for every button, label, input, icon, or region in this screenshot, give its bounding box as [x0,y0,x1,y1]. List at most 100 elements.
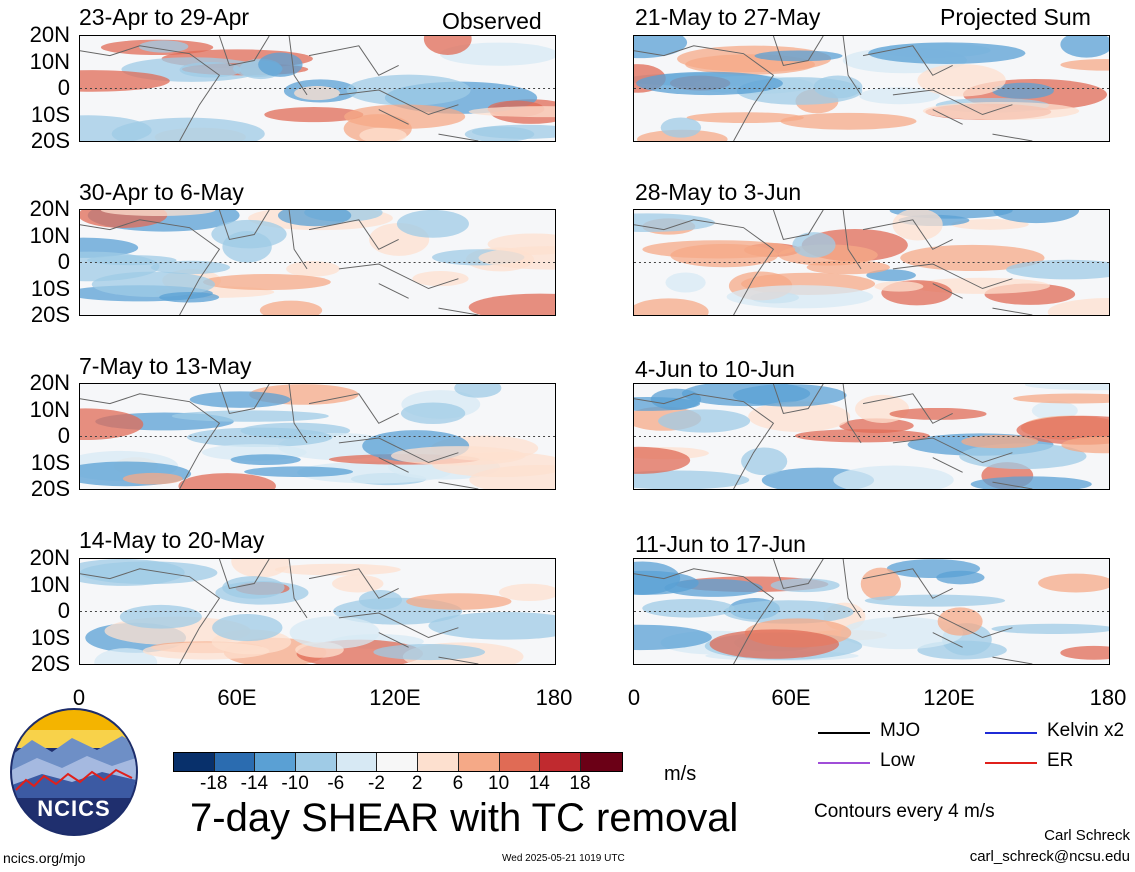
shear-anomaly-region [119,604,202,629]
shear-anomaly-region [186,427,333,447]
y-tick-label: 20S [30,651,70,676]
legend-label: MJO [880,720,921,741]
colorbar-tick-label: 14 [528,773,550,794]
panel-title: 14-May to 20-May [79,527,265,553]
shear-anomaly-region [1047,298,1109,315]
colorbar-swatch [377,753,419,771]
shear-anomaly-region [748,401,851,432]
shear-anomaly-region [359,127,407,141]
x-tick-label: 180 [535,685,573,710]
y-tick-label: 10N [29,222,70,248]
legend-label: Kelvin x2 [1047,720,1125,741]
shear-anomaly-region [1006,259,1109,280]
shear-anomaly-region [80,70,170,92]
panel-left-2 [79,209,556,316]
shear-anomaly-region [1038,573,1109,593]
y-tick-label: 20S [30,476,70,501]
shear-anomaly-region [636,71,783,96]
shear-anomaly-region [87,255,177,266]
panel-right-3 [633,383,1110,490]
colorbar-tick-label: -2 [368,773,385,794]
shear-anomaly-region [770,578,840,593]
y-tick-label: 10S [30,275,70,301]
shear-anomaly-region [992,82,1054,99]
panel-label-projected: Projected Sum [940,4,1091,30]
shear-anomaly-region [277,210,352,227]
panel-right-2 [633,209,1110,316]
coastline [634,36,1033,141]
y-tick-label: 20S [30,128,70,153]
panel-left-3 [79,383,556,490]
panel-left-1 [79,35,556,142]
shear-anomaly-region [423,36,472,55]
colorbar-tick-label: 2 [411,773,423,794]
shear-anomaly-region [412,271,469,287]
shear-anomaly-region [211,219,287,249]
shear-anomaly-region [171,410,329,422]
shear-anomaly-region [142,642,270,660]
colorbar-swatch [214,753,256,771]
colorbar-swatch [296,753,337,771]
shear-anomaly-region [478,246,555,270]
shear-anomaly-region [840,616,964,650]
shear-anomaly-region [454,384,502,398]
shear-anomaly-region [642,598,735,618]
shear-anomaly-region [959,443,1087,470]
shear-anomaly-region [400,402,466,425]
y-tick-label: 10N [29,396,70,422]
shear-anomaly-region [991,623,1109,634]
shear-anomaly-region [741,447,788,476]
shear-anomaly-region [855,394,910,423]
site-link[interactable]: ncics.org/mjo [3,850,86,866]
coastline [634,384,1033,489]
shear-anomaly-region [344,104,466,129]
colorbar-swatch [540,753,581,771]
shear-anomaly-region [111,117,265,141]
panel-title: 30-Apr to 6-May [79,179,244,205]
y-tick-label: 10S [30,449,70,475]
legend-label: Low [880,750,915,771]
legend-line [818,732,870,734]
shear-anomaly-region [709,629,840,659]
panel-title: 23-Apr to 29-Apr [79,4,250,30]
shear-anomaly-region [868,42,1026,64]
colorbar-tick-label: 6 [452,773,464,794]
shear-anomaly-region [1060,645,1109,660]
x-tick-label: 0 [627,685,641,710]
legend-line [985,762,1037,764]
shear-anomaly-region [274,563,401,576]
shear-anomaly-region [864,594,1006,607]
timestamp: Wed 2025-05-21 1019 UTC [502,853,625,864]
shear-anomaly-region [866,269,916,282]
shear-anomaly-region [390,446,526,466]
colorbar-tick-label: -6 [327,773,345,794]
shear-anomaly-region [634,446,691,474]
colorbar-swatch [499,753,541,771]
y-tick-label: 10N [29,48,70,74]
ncics-logo: NCICS [10,708,138,836]
shear-anomaly-region [150,260,231,275]
shear-anomaly-region [231,559,290,578]
shear-anomaly-region [464,126,535,141]
colorbar-swatch [418,753,459,771]
shear-anomaly-region [723,600,854,624]
email: carl_schreck@ncsu.edu [969,848,1130,865]
shear-anomaly-region [332,574,384,593]
legend-label: ER [1047,750,1074,771]
colorbar-swatch [255,753,297,771]
coastline [80,559,479,664]
shear-anomaly-region [937,607,983,636]
panel-title: 4-Jun to 10-Jun [635,356,795,382]
shear-anomaly-region [101,210,216,216]
shear-anomaly-region [396,210,469,238]
shear-anomaly-region [642,240,796,259]
x-tick-label: 120E [923,685,975,710]
coastline [80,36,479,141]
y-tick-label: 10S [30,101,70,127]
y-tick-label: 0 [57,423,70,448]
shear-anomaly-region [970,476,1092,489]
shear-anomaly-region [358,590,403,610]
shear-anomaly-region [900,244,1045,271]
y-tick-label: 0 [57,249,70,274]
y-tick-label: 0 [57,75,70,100]
